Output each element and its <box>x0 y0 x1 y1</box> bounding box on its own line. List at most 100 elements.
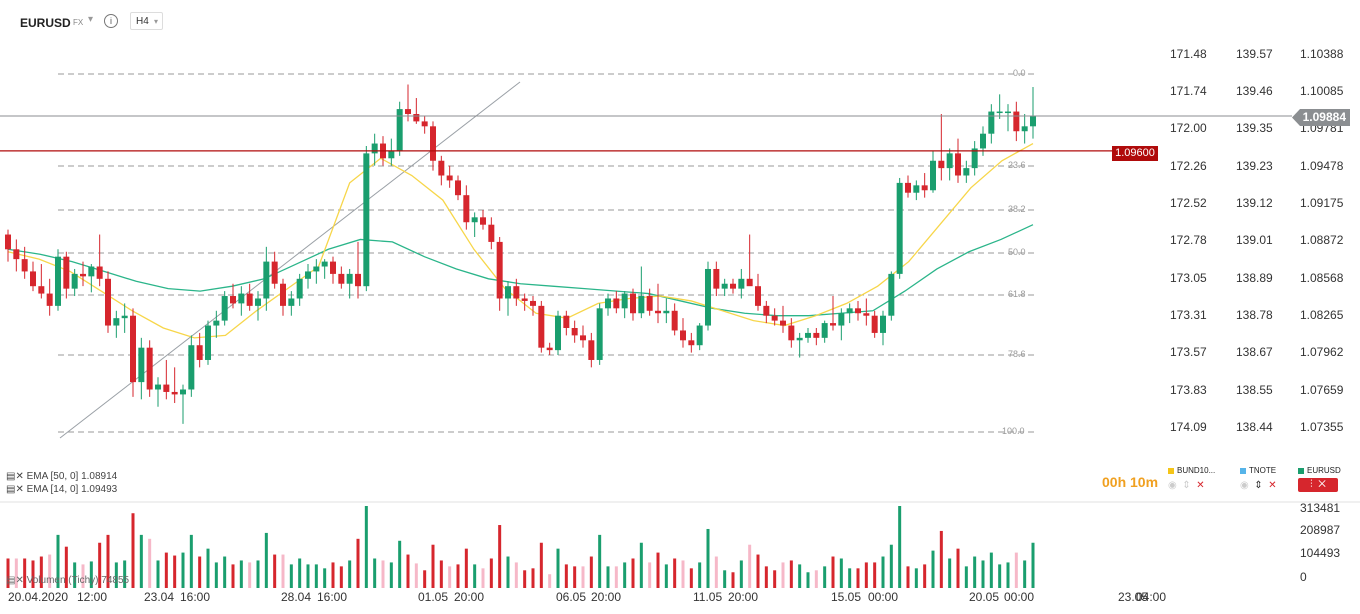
volume-bar <box>589 556 593 588</box>
candle-body <box>396 109 403 151</box>
axis-tick-label: 138.78 <box>1236 308 1273 322</box>
candle-body <box>296 278 303 299</box>
close-icon[interactable]: ✕ <box>1268 480 1277 491</box>
candle-body <box>405 109 411 115</box>
candle-body <box>646 296 653 311</box>
menu-icon[interactable]: ▤✕ <box>6 575 24 586</box>
candle-body <box>180 389 186 395</box>
volume-axis-label: 0 <box>1300 570 1307 584</box>
volume-bar <box>448 566 452 588</box>
menu-icon[interactable]: ▤✕ <box>6 484 24 495</box>
eurusd-controls[interactable]: ⫶ ✕ <box>1298 478 1338 492</box>
candle-body <box>721 283 728 289</box>
candle-body <box>605 298 611 309</box>
axis-tick-label: 138.67 <box>1236 345 1273 359</box>
close-icon[interactable]: ✕ <box>1318 479 1326 490</box>
market-label: FX <box>73 18 84 27</box>
volume-bar <box>373 558 377 588</box>
axis-tick-label: 1.08872 <box>1300 233 1344 247</box>
compare-tnote-label: TNOTE <box>1249 466 1277 475</box>
axis-tick-label: 1.07355 <box>1300 420 1344 434</box>
axis-tick-label: 1.10085 <box>1300 84 1344 98</box>
candle-body <box>530 300 536 306</box>
candle-body <box>763 305 770 316</box>
axis-tick-label: 1.09175 <box>1300 196 1344 210</box>
axis-tick-label: 1.07962 <box>1300 345 1344 359</box>
volume-legend[interactable]: ▤✕ Volumen (Tichy) 74855 <box>6 575 129 586</box>
indicator-ema14[interactable]: ▤✕ EMA [14, 0] 1.09493 <box>6 483 117 496</box>
close-icon[interactable]: ✕ <box>1196 480 1205 491</box>
axis-tick-label: 138.55 <box>1236 383 1273 397</box>
volume-bar <box>406 554 410 588</box>
fib-level-label: 0.0 <box>1013 68 1026 78</box>
axis-tick-label: 172.26 <box>1170 159 1207 173</box>
candle-body <box>613 298 620 309</box>
volume-bar <box>73 562 77 588</box>
updown-icon[interactable]: ⇕ <box>1182 480 1191 491</box>
candle-body <box>680 330 686 341</box>
volume-bar <box>89 561 93 588</box>
volume-bar <box>198 556 202 588</box>
ema50-path <box>7 224 1034 317</box>
info-icon[interactable]: i <box>104 14 118 28</box>
volume-bar <box>264 532 268 588</box>
indicator-legend: ▤✕ EMA [50, 0] 1.08914 ▤✕ EMA [14, 0] 1.… <box>6 470 117 496</box>
candle-type-icon[interactable]: ⫶ <box>1310 479 1313 490</box>
volume-bar <box>739 560 743 588</box>
candle-body <box>855 308 861 314</box>
candle-body <box>988 111 995 134</box>
volume-bar <box>414 563 418 588</box>
candle-body <box>563 315 570 329</box>
volume-bar <box>531 568 535 588</box>
candle-body <box>71 273 78 289</box>
candle-body <box>771 315 778 321</box>
volume-bar <box>464 548 468 588</box>
axis-tick-label: 172.00 <box>1170 121 1207 135</box>
menu-icon[interactable]: ▤✕ <box>6 471 24 482</box>
candle-body <box>930 160 936 191</box>
volume-bar <box>923 564 927 588</box>
volume-bar <box>731 572 735 588</box>
chevron-down-icon[interactable]: ▾ <box>88 14 94 25</box>
candle-body <box>446 175 453 181</box>
symbol-label[interactable]: EURUSD <box>20 16 71 30</box>
candle-body <box>505 286 511 299</box>
fib-level-label: 38.2 <box>1008 204 1026 214</box>
candle-body <box>746 278 753 287</box>
candle-body <box>213 320 220 326</box>
axis-tick-label: 173.57 <box>1170 345 1207 359</box>
updown-icon[interactable]: ⇕ <box>1254 480 1263 491</box>
candle-body <box>63 256 70 289</box>
eye-icon[interactable]: ◉ <box>1240 480 1249 491</box>
compare-bund[interactable]: BUND10... ◉ ⇕ ✕ <box>1168 466 1215 491</box>
axis-tick-label: 139.35 <box>1236 121 1273 135</box>
volume-bar <box>723 570 727 588</box>
volume-bar <box>389 562 393 588</box>
indicator-ema50[interactable]: ▤✕ EMA [50, 0] 1.08914 <box>6 470 117 483</box>
fib-level-label: 78.6 <box>1008 349 1026 359</box>
hline-price-tag[interactable]: 1.09600 <box>1112 146 1158 161</box>
volume-bar <box>748 544 752 588</box>
volume-bar <box>381 560 385 588</box>
candle-body <box>38 286 45 294</box>
volume-bar <box>106 534 110 588</box>
compare-tnote[interactable]: TNOTE ◉ ⇕ ✕ <box>1240 466 1277 491</box>
candle-body <box>321 261 328 267</box>
volume-bar <box>539 542 543 588</box>
volume-bar <box>973 556 977 588</box>
compare-eurusd[interactable]: EURUSD ⫶ ✕ <box>1298 466 1341 492</box>
volume-bar <box>956 548 960 588</box>
volume-bar <box>456 564 460 588</box>
volume-bar <box>1006 562 1010 588</box>
eye-icon[interactable]: ◉ <box>1168 480 1177 491</box>
candle-body <box>555 315 561 351</box>
timeframe-select[interactable]: H4 ▾ <box>130 12 163 30</box>
candle-body <box>638 296 645 314</box>
candle-body <box>630 293 636 314</box>
compare-bund-label: BUND10... <box>1177 466 1216 475</box>
volume-bar <box>914 568 918 588</box>
candle-body <box>80 273 86 277</box>
candle-body <box>421 121 428 127</box>
candle-body <box>205 325 211 360</box>
